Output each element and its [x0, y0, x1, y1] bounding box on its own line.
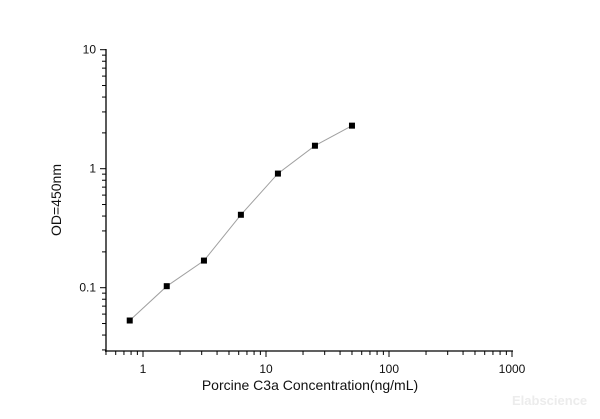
data-point-marker [311, 142, 318, 149]
y-tick-label: 10 [83, 43, 97, 57]
x-axis-label: Porcine C3a Concentration(ng/mL) [201, 377, 419, 393]
y-axis-label: OD=450nm [48, 164, 64, 236]
watermark: Elabscience [512, 393, 588, 408]
data-point-marker [274, 170, 281, 177]
data-series [126, 122, 355, 324]
data-point-marker [126, 317, 133, 324]
y-tick-label: 1 [89, 162, 96, 176]
data-point-marker [200, 257, 207, 264]
data-point-marker [348, 122, 355, 129]
x-tick-label: 10 [259, 362, 273, 376]
curve-line [129, 125, 353, 321]
axes: 1 10 100 1000 0.1 1 10 [79, 43, 525, 376]
x-tick-label: 1000 [499, 362, 526, 376]
data-point-marker [237, 211, 244, 218]
y-tick-label: 0.1 [79, 281, 96, 295]
x-tick-label: 1 [140, 362, 147, 376]
x-tick-label: 100 [379, 362, 399, 376]
data-point-marker [163, 283, 170, 290]
